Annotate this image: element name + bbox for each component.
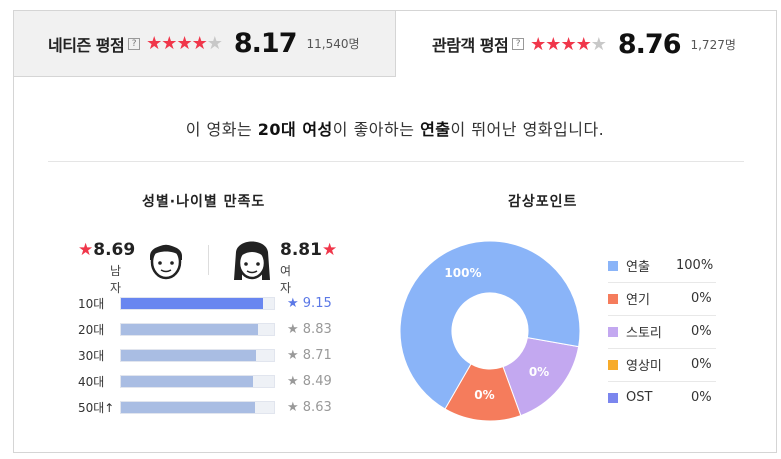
legend-swatch	[608, 293, 618, 304]
summary-mid: 이 좋아하는	[332, 120, 421, 139]
age-score: ★ 8.83	[287, 321, 332, 337]
viewing-points-donut-chart: 0%0%0%0%100%	[399, 240, 581, 422]
star-rating-icon: ★★★★★	[146, 33, 223, 54]
age-row: 40대 ★ 8.49	[78, 372, 332, 390]
male-avatar-icon	[150, 244, 182, 280]
age-bar-track	[120, 348, 275, 362]
rating-tabs: 네티즌 평점 ? ★★★★★ 8.17 11,540명 관람객 평점 ? ★★★…	[14, 11, 776, 77]
legend-swatch	[608, 392, 618, 403]
netizen-count: 11,540명	[306, 37, 360, 51]
summary-point: 연출	[420, 120, 451, 139]
stars-filled: ★★★★	[530, 33, 592, 55]
star-rating-icon: ★★★★★	[530, 33, 607, 55]
rating-panel: 네티즌 평점 ? ★★★★★ 8.17 11,540명 관람객 평점 ? ★★★…	[13, 10, 777, 453]
male-label: 남자	[110, 264, 122, 295]
age-bar-fill	[121, 323, 258, 335]
legend-value: 0%	[691, 390, 712, 405]
legend-separator	[608, 315, 716, 316]
help-icon[interactable]: ?	[512, 38, 525, 50]
legend-value: 0%	[691, 324, 712, 339]
age-label: 50대↑	[78, 400, 115, 415]
legend-label: 영상미	[626, 359, 662, 374]
stars-filled: ★★★★	[146, 33, 208, 54]
legend-value: 0%	[691, 291, 712, 306]
tab-audience-rating[interactable]: 관람객 평점 ? ★★★★★ 8.76 1,727명	[396, 11, 776, 77]
summary-text: 이 영화는 20대 여성이 좋아하는 연출이 뛰어난 영화입니다.	[14, 116, 776, 140]
female-avatar-icon	[234, 241, 270, 280]
age-bar-fill	[121, 401, 255, 413]
red-star-icon: ★	[321, 240, 338, 260]
legend-label: 연기	[626, 293, 650, 308]
stars-empty: ★	[206, 33, 223, 54]
age-row: 30대 ★ 8.71	[78, 346, 332, 364]
legend-item: 연기	[608, 282, 716, 315]
legend-swatch	[608, 359, 618, 370]
legend-item: 스토리	[608, 315, 716, 348]
male-score: 8.69	[93, 240, 136, 260]
audience-count: 1,727명	[690, 37, 736, 52]
donut-slice-label: 100%	[444, 266, 481, 280]
age-row: 10대 ★ 9.15	[78, 294, 332, 312]
age-score: ★ 8.71	[287, 347, 332, 363]
audience-score: 8.76	[617, 28, 682, 60]
legend-swatch	[608, 260, 618, 271]
summary-demographic: 20대 여성	[257, 120, 333, 139]
donut-slice-0	[399, 240, 581, 410]
legend-separator	[608, 282, 716, 283]
tab-netizen-label: 네티즌 평점	[48, 35, 125, 55]
donut-slice-label: 0%	[529, 365, 549, 379]
age-row: 50대↑ ★ 8.63	[78, 398, 332, 416]
legend-item: 영상미	[608, 348, 716, 381]
legend-label: 연출	[626, 260, 650, 275]
age-bar-track	[120, 322, 275, 336]
legend-value: 0%	[691, 357, 712, 372]
help-icon[interactable]: ?	[128, 37, 141, 50]
age-label: 40대	[78, 374, 105, 389]
age-label: 20대	[78, 322, 105, 337]
age-bar-fill	[121, 349, 256, 361]
age-bar-fill	[121, 375, 253, 387]
legend-item: OST	[608, 381, 716, 414]
satisfaction-title: 성별·나이별 만족도	[142, 194, 266, 210]
female-score: 8.81	[280, 240, 322, 260]
age-row: 20대 ★ 8.83	[78, 320, 332, 338]
legend-value: 100%	[676, 258, 714, 273]
age-label: 10대	[78, 296, 105, 311]
legend-swatch	[608, 326, 618, 337]
red-star-icon: ★	[78, 240, 94, 260]
netizen-score: 8.17	[233, 28, 298, 59]
tab-netizen-rating[interactable]: 네티즌 평점 ? ★★★★★ 8.17 11,540명	[14, 11, 396, 77]
age-label: 30대	[78, 348, 105, 363]
legend-label: 스토리	[626, 326, 662, 341]
legend-label: OST	[626, 390, 653, 405]
gender-divider	[208, 245, 209, 275]
viewing-points-title: 감상포인트	[508, 194, 578, 210]
age-score: ★ 9.15	[287, 295, 332, 311]
summary-prefix: 이 영화는	[185, 120, 258, 139]
stars-empty: ★	[590, 33, 607, 55]
legend-separator	[608, 381, 716, 382]
age-bar-track	[120, 296, 275, 310]
age-bar-track	[120, 400, 275, 414]
donut-slice-label: 0%	[474, 388, 494, 402]
divider-line	[48, 161, 744, 162]
age-score: ★ 8.49	[287, 373, 332, 389]
age-score: ★ 8.63	[287, 399, 332, 415]
female-label: 여자	[280, 264, 292, 295]
legend-separator	[608, 348, 716, 349]
legend-item: 연출	[608, 249, 716, 282]
age-bar-fill	[121, 297, 263, 309]
tab-audience-label: 관람객 평점	[432, 36, 509, 55]
summary-suffix: 이 뛰어난 영화입니다.	[450, 120, 605, 139]
age-bar-track	[120, 374, 275, 388]
